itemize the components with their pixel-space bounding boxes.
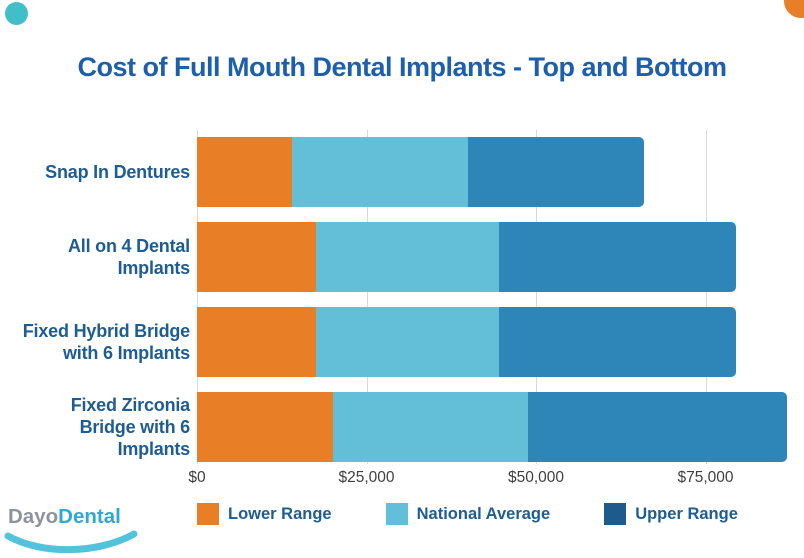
legend-label: National Average [416, 504, 551, 523]
bar-segment-upper-range [527, 392, 787, 462]
legend-label: Upper Range [635, 504, 738, 523]
teal-dot-decoration [5, 2, 28, 25]
bar-segment-lower-range [197, 392, 333, 462]
x-tick-label: $50,000 [507, 469, 565, 486]
logo-word-dayo: Dayo [8, 505, 59, 528]
logo-word-dental: Dental [58, 505, 121, 528]
legend-item: Lower Range [197, 503, 332, 525]
chart-legend: Lower Range National Average Upper Range [197, 503, 738, 525]
bar-segment-lower-range [197, 222, 316, 292]
bar-segment-lower-range [197, 307, 316, 377]
bar-segment-upper-range [498, 307, 736, 377]
legend-item: National Average [385, 503, 551, 525]
gridline [705, 130, 707, 464]
category-label-line: Implants [117, 258, 191, 278]
legend-swatch [197, 503, 219, 525]
category-label: Fixed Hybrid Bridge with 6 Implants [0, 307, 190, 377]
bar-row [197, 392, 787, 462]
category-label-line: Snap In Dentures [45, 162, 190, 182]
category-label-line: Fixed Zirconia [70, 395, 190, 415]
category-label-line: All on 4 Dental [67, 236, 190, 256]
legend-swatch [385, 503, 408, 525]
bar-row [197, 307, 736, 377]
legend-swatch [604, 503, 627, 525]
gridline [366, 130, 368, 464]
bar-row [197, 222, 736, 292]
bar-segment-national-average [315, 307, 499, 377]
category-label-line: Implants [117, 439, 191, 459]
legend-item: Upper Range [604, 503, 738, 525]
dayo-dental-logo: DayoDental [8, 505, 121, 529]
bar-segment-lower-range [197, 137, 292, 207]
x-tick-label: $75,000 [677, 469, 734, 486]
category-label: All on 4 Dental Implants [0, 222, 190, 292]
bar-segment-national-average [315, 222, 499, 292]
category-label: Fixed Zirconia Bridge with 6 Implants [0, 392, 190, 462]
gridline [536, 130, 537, 464]
category-label-line: with 6 Implants [62, 343, 190, 363]
category-label-line: Bridge with 6 [79, 417, 191, 437]
bar-segment-upper-range [468, 137, 645, 207]
bar-segment-national-average [291, 137, 469, 207]
gridline [197, 130, 198, 464]
legend-label: Lower Range [228, 504, 332, 523]
category-label-line: Fixed Hybrid Bridge [22, 321, 190, 341]
x-tick-label: $25,000 [338, 469, 395, 486]
category-label: Snap In Dentures [0, 137, 190, 207]
bar-segment-national-average [332, 392, 528, 462]
bar-segment-upper-range [498, 222, 736, 292]
logo-swoosh-icon [4, 530, 138, 554]
chart-title: Cost of Full Mouth Dental Implants - Top… [77, 52, 727, 82]
x-tick-label: $0 [188, 469, 206, 486]
orange-corner-decoration [784, 0, 804, 18]
bar-row [197, 137, 645, 207]
